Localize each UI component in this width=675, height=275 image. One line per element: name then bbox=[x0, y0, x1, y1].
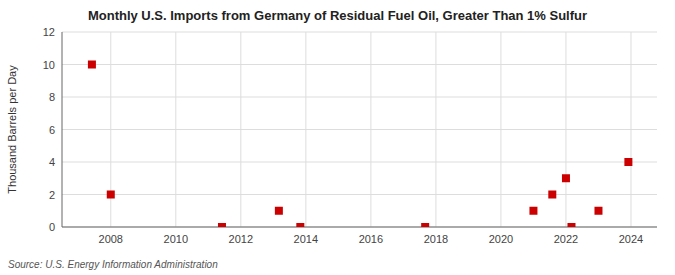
chart-container: Monthly U.S. Imports from Germany of Res… bbox=[0, 0, 675, 275]
point bbox=[567, 223, 575, 227]
point bbox=[421, 223, 429, 227]
point bbox=[218, 223, 226, 227]
y-grid-line bbox=[62, 129, 657, 130]
x-tick-label: 2014 bbox=[294, 233, 318, 245]
y-tick-label: 6 bbox=[49, 124, 55, 136]
x-grid-line bbox=[240, 32, 241, 227]
source-note: Source: U.S. Energy Information Administ… bbox=[8, 259, 218, 270]
y-grid-line bbox=[62, 32, 657, 33]
x-grid-line bbox=[500, 32, 501, 227]
y-tick-label: 4 bbox=[49, 156, 55, 168]
x-grid-line bbox=[630, 32, 631, 227]
points bbox=[88, 61, 632, 228]
point bbox=[624, 158, 632, 166]
y-axis-line bbox=[62, 32, 63, 227]
x-tick-label: 2024 bbox=[619, 233, 643, 245]
x-grid-line bbox=[435, 32, 436, 227]
y-grid-line bbox=[62, 64, 657, 65]
x-grid-line bbox=[565, 32, 566, 227]
x-tick-label: 2012 bbox=[229, 233, 253, 245]
x-grid-line bbox=[370, 32, 371, 227]
x-tick-label: 2018 bbox=[424, 233, 448, 245]
point bbox=[548, 191, 556, 199]
x-tick-label: 2020 bbox=[489, 233, 513, 245]
point bbox=[107, 191, 115, 199]
title: Monthly U.S. Imports from Germany of Res… bbox=[88, 8, 587, 23]
x-tick-label: 2008 bbox=[99, 233, 123, 245]
point bbox=[88, 61, 96, 69]
y-grid-line bbox=[62, 97, 657, 98]
y-axis-label: Thousand Barrels per Day bbox=[6, 65, 18, 194]
y-tick-label: 8 bbox=[49, 91, 55, 103]
y-tick-label: 0 bbox=[49, 221, 55, 233]
x-grid-line bbox=[175, 32, 176, 227]
y-grid-line bbox=[62, 194, 657, 195]
point bbox=[296, 223, 304, 227]
y-grid-line bbox=[62, 162, 657, 163]
x-tick-label: 2016 bbox=[359, 233, 383, 245]
x-grid-line bbox=[305, 32, 306, 227]
y-tick-label: 2 bbox=[49, 189, 55, 201]
grid bbox=[62, 32, 657, 227]
y-tick-label: 12 bbox=[43, 26, 55, 38]
x-tick-label: 2022 bbox=[554, 233, 578, 245]
point bbox=[275, 207, 283, 215]
chart: Monthly U.S. Imports from Germany of Res… bbox=[0, 0, 675, 275]
point bbox=[529, 207, 537, 215]
point bbox=[594, 207, 602, 215]
x-tick-label: 2010 bbox=[164, 233, 188, 245]
point bbox=[562, 174, 570, 182]
y-tick-label: 10 bbox=[43, 59, 55, 71]
